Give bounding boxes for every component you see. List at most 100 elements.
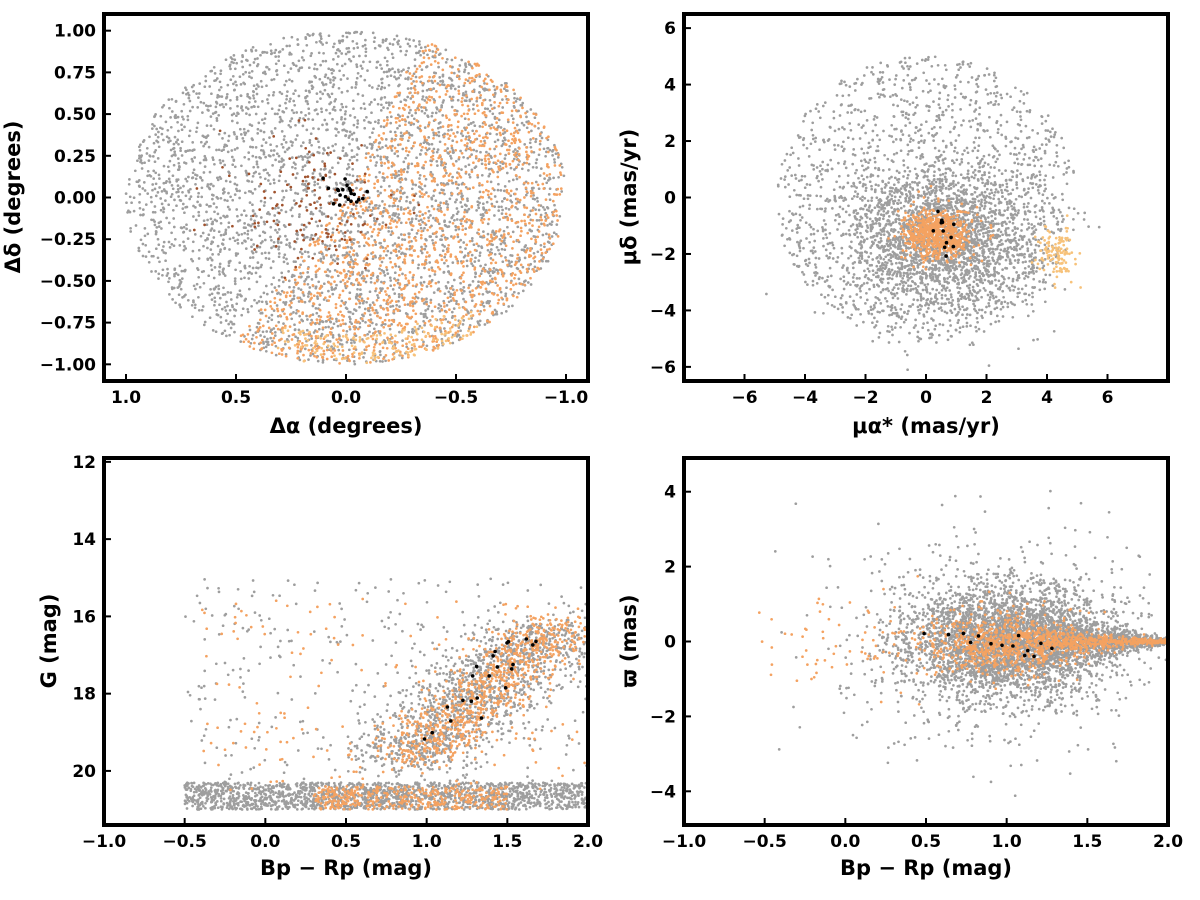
data-point: [377, 134, 381, 137]
data-point: [232, 82, 235, 86]
data-point: [525, 115, 528, 119]
data-point: [172, 142, 176, 146]
data-point: [320, 224, 323, 228]
data-point: [337, 296, 341, 299]
data-point: [389, 115, 393, 119]
data-point: [465, 243, 469, 247]
data-point: [353, 180, 357, 183]
data-point: [397, 76, 401, 80]
data-point: [528, 121, 531, 125]
data-point: [410, 246, 413, 250]
data-point: [530, 122, 534, 126]
data-point: [392, 198, 396, 202]
data-point: [519, 234, 522, 238]
data-point: [290, 338, 294, 341]
data-point: [157, 243, 161, 247]
data-point: [282, 322, 285, 325]
data-point: [252, 165, 256, 169]
data-point: [334, 286, 338, 290]
data-point: [344, 105, 348, 109]
data-point: [209, 242, 213, 246]
data-point: [471, 141, 474, 144]
data-point: [260, 85, 264, 89]
data-point: [396, 256, 400, 260]
data-point: [192, 284, 196, 288]
data-point: [473, 304, 477, 308]
data-point: [555, 232, 558, 236]
data-point: [256, 165, 260, 169]
data-point: [348, 158, 352, 162]
data-point: [450, 144, 454, 148]
data-point: [407, 330, 411, 334]
data-point: [216, 244, 220, 248]
data-point: [301, 342, 304, 345]
data-point: [146, 232, 150, 236]
data-point: [437, 306, 440, 310]
data-point: [379, 211, 383, 214]
data-point: [424, 49, 427, 52]
data-point: [364, 38, 367, 42]
data-point: [206, 258, 210, 261]
data-point: [366, 231, 370, 234]
data-point: [169, 139, 172, 143]
data-point: [512, 290, 516, 294]
data-point: [248, 345, 252, 348]
data-point: [371, 230, 374, 234]
data-point: [342, 315, 346, 318]
data-point: [382, 132, 386, 135]
data-point: [388, 256, 392, 260]
data-point: [395, 254, 399, 257]
data-point: [167, 136, 171, 140]
data-point: [382, 256, 385, 260]
data-point: [363, 126, 367, 130]
data-point: [449, 292, 453, 296]
data-point: [502, 197, 506, 201]
data-point: [428, 261, 432, 264]
data-point: [451, 175, 454, 179]
data-point: [208, 85, 212, 88]
data-point: [393, 130, 397, 134]
data-point: [257, 327, 260, 331]
data-point: [450, 97, 453, 101]
data-point: [334, 306, 338, 310]
data-point: [557, 175, 560, 179]
data-point: [352, 47, 356, 50]
data-point: [478, 254, 482, 257]
data-point: [310, 84, 314, 88]
data-point: [282, 196, 286, 199]
data-point: [171, 298, 174, 301]
data-point: [238, 189, 241, 193]
data-point: [360, 272, 364, 275]
data-point: [512, 88, 515, 92]
data-point: [374, 175, 378, 179]
data-point: [206, 134, 210, 137]
data-point: [545, 174, 549, 177]
data-point: [441, 56, 444, 60]
data-point: [418, 103, 421, 106]
data-point: [337, 130, 340, 134]
data-point: [340, 117, 343, 121]
data-point: [478, 144, 482, 147]
data-point: [338, 217, 342, 220]
data-point: [233, 239, 237, 243]
data-point: [161, 273, 164, 277]
data-point: [388, 276, 392, 280]
data-point: [317, 280, 321, 284]
data-point: [424, 146, 428, 150]
data-point: [363, 236, 367, 240]
data-point: [376, 293, 379, 297]
data-point: [416, 164, 420, 168]
data-point: [389, 305, 392, 308]
data-point: [193, 303, 197, 307]
data-point: [255, 214, 258, 218]
data-point: [232, 308, 236, 311]
data-point: [409, 201, 412, 205]
data-point: [307, 112, 311, 115]
data-point: [422, 174, 426, 178]
data-point: [348, 250, 352, 254]
data-point: [459, 245, 462, 249]
data-point: [373, 182, 376, 186]
data-point: [283, 253, 287, 257]
data-point: [195, 282, 199, 286]
data-point: [418, 180, 422, 184]
